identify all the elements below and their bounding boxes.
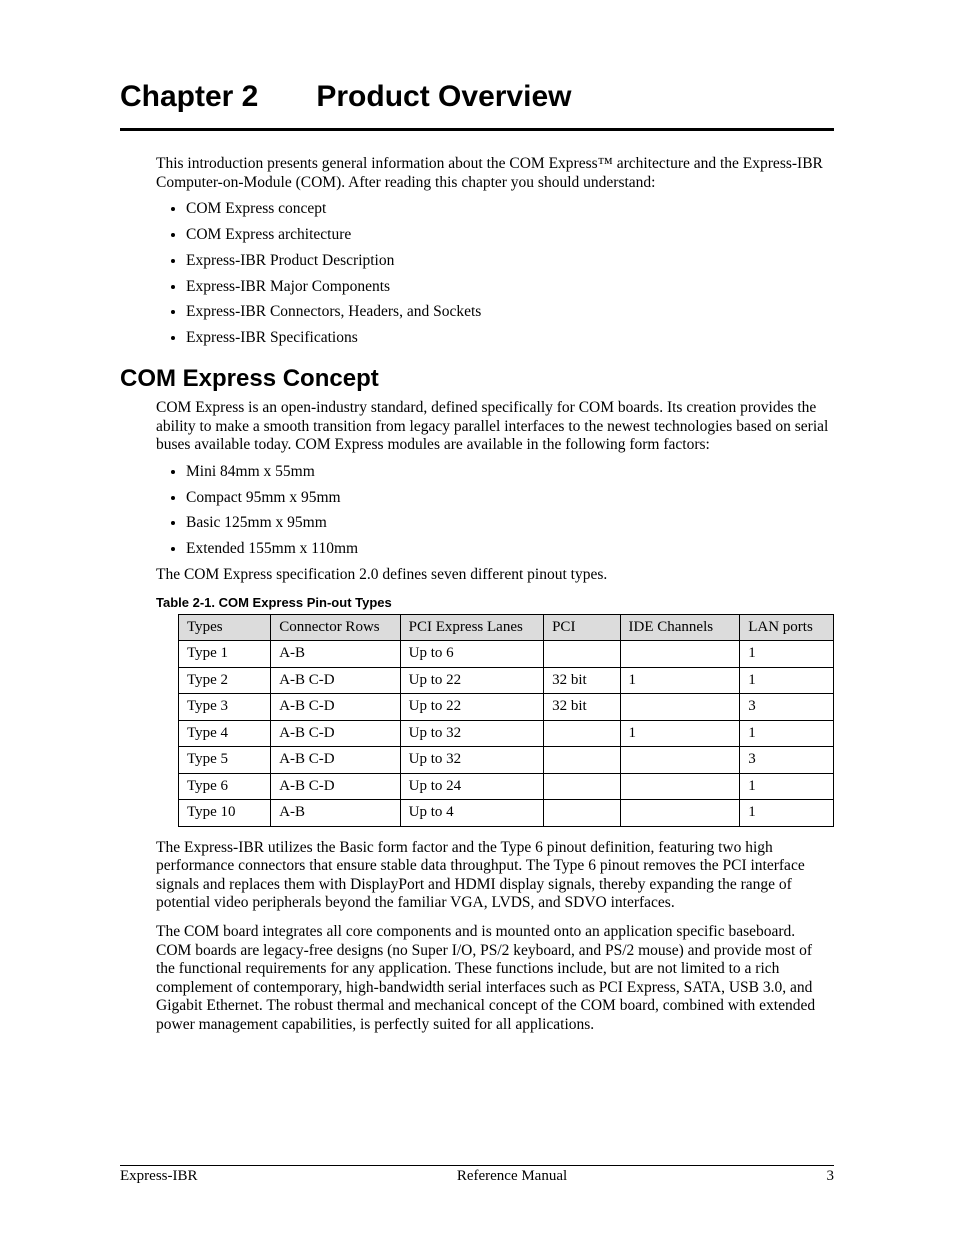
- cell: Type 10: [179, 800, 271, 827]
- cell: 1: [740, 667, 834, 694]
- footer-right: 3: [826, 1168, 834, 1185]
- cell: Up to 6: [400, 641, 543, 668]
- cell: 32 bit: [544, 667, 620, 694]
- col-header: Connector Rows: [271, 614, 400, 641]
- chapter-title: Chapter 2 Product Overview: [120, 80, 834, 131]
- table-row: Type 4 A-B C-D Up to 32 1 1: [179, 720, 834, 747]
- cell: A-B: [271, 641, 400, 668]
- cell: [544, 773, 620, 800]
- cell: Up to 32: [400, 720, 543, 747]
- col-header: IDE Channels: [620, 614, 740, 641]
- cell: Up to 22: [400, 694, 543, 721]
- spec-note: The COM Express specification 2.0 define…: [156, 566, 834, 585]
- post-table-para-1: The Express-IBR utilizes the Basic form …: [156, 839, 834, 913]
- form-factor-bullet-list: Mini 84mm x 55mm Compact 95mm x 95mm Bas…: [156, 463, 834, 558]
- intro-bullet-list: COM Express concept COM Express architec…: [156, 200, 834, 347]
- cell: Type 4: [179, 720, 271, 747]
- post-table-para-2: The COM board integrates all core compon…: [156, 923, 834, 1035]
- table-row: Type 6 A-B C-D Up to 24 1: [179, 773, 834, 800]
- table-caption: Table 2-1. COM Express Pin-out Types: [156, 595, 834, 610]
- cell: Up to 4: [400, 800, 543, 827]
- table-row: Type 1 A-B Up to 6 1: [179, 641, 834, 668]
- col-header: Types: [179, 614, 271, 641]
- footer-left: Express-IBR: [120, 1168, 198, 1185]
- cell: Type 2: [179, 667, 271, 694]
- footer-center: Reference Manual: [457, 1168, 567, 1185]
- cell: Type 3: [179, 694, 271, 721]
- section-heading: COM Express Concept: [120, 365, 834, 393]
- list-item: Extended 155mm x 110mm: [186, 540, 834, 558]
- chapter-name: Product Overview: [316, 80, 571, 113]
- list-item: Basic 125mm x 95mm: [186, 514, 834, 532]
- cell: A-B C-D: [271, 773, 400, 800]
- cell: A-B C-D: [271, 720, 400, 747]
- cell: Type 6: [179, 773, 271, 800]
- cell: 1: [740, 720, 834, 747]
- table-header-row: Types Connector Rows PCI Express Lanes P…: [179, 614, 834, 641]
- cell: A-B C-D: [271, 747, 400, 774]
- cell: Type 1: [179, 641, 271, 668]
- list-item: Express-IBR Specifications: [186, 329, 834, 347]
- cell: Type 5: [179, 747, 271, 774]
- cell: A-B: [271, 800, 400, 827]
- cell: [620, 800, 740, 827]
- list-item: Mini 84mm x 55mm: [186, 463, 834, 481]
- col-header: LAN ports: [740, 614, 834, 641]
- cell: A-B C-D: [271, 667, 400, 694]
- cell: 1: [620, 720, 740, 747]
- cell: A-B C-D: [271, 694, 400, 721]
- cell: [544, 641, 620, 668]
- table-row: Type 5 A-B C-D Up to 32 3: [179, 747, 834, 774]
- cell: [544, 720, 620, 747]
- table-row: Type 3 A-B C-D Up to 22 32 bit 3: [179, 694, 834, 721]
- cell: [620, 694, 740, 721]
- cell: 1: [620, 667, 740, 694]
- cell: 3: [740, 694, 834, 721]
- page: Chapter 2 Product Overview This introduct…: [0, 0, 954, 1235]
- cell: [620, 641, 740, 668]
- table-row: Type 2 A-B C-D Up to 22 32 bit 1 1: [179, 667, 834, 694]
- col-header: PCI Express Lanes: [400, 614, 543, 641]
- cell: Up to 24: [400, 773, 543, 800]
- cell: 32 bit: [544, 694, 620, 721]
- list-item: COM Express concept: [186, 200, 834, 218]
- cell: [620, 747, 740, 774]
- cell: 3: [740, 747, 834, 774]
- page-footer: Express-IBR Reference Manual 3: [120, 1165, 834, 1185]
- list-item: Compact 95mm x 95mm: [186, 489, 834, 507]
- chapter-number: Chapter 2: [120, 80, 258, 113]
- intro-paragraph: This introduction presents general infor…: [156, 155, 834, 192]
- cell: Up to 32: [400, 747, 543, 774]
- table-body: Type 1 A-B Up to 6 1 Type 2 A-B C-D Up t…: [179, 641, 834, 827]
- cell: [544, 800, 620, 827]
- cell: 1: [740, 800, 834, 827]
- cell: 1: [740, 641, 834, 668]
- col-header: PCI: [544, 614, 620, 641]
- cell: [544, 747, 620, 774]
- list-item: COM Express architecture: [186, 226, 834, 244]
- cell: 1: [740, 773, 834, 800]
- list-item: Express-IBR Major Components: [186, 278, 834, 296]
- table-row: Type 10 A-B Up to 4 1: [179, 800, 834, 827]
- pinout-table: Types Connector Rows PCI Express Lanes P…: [178, 614, 834, 827]
- list-item: Express-IBR Product Description: [186, 252, 834, 270]
- list-item: Express-IBR Connectors, Headers, and Soc…: [186, 303, 834, 321]
- concept-paragraph: COM Express is an open-industry standard…: [156, 399, 834, 455]
- cell: [620, 773, 740, 800]
- cell: Up to 22: [400, 667, 543, 694]
